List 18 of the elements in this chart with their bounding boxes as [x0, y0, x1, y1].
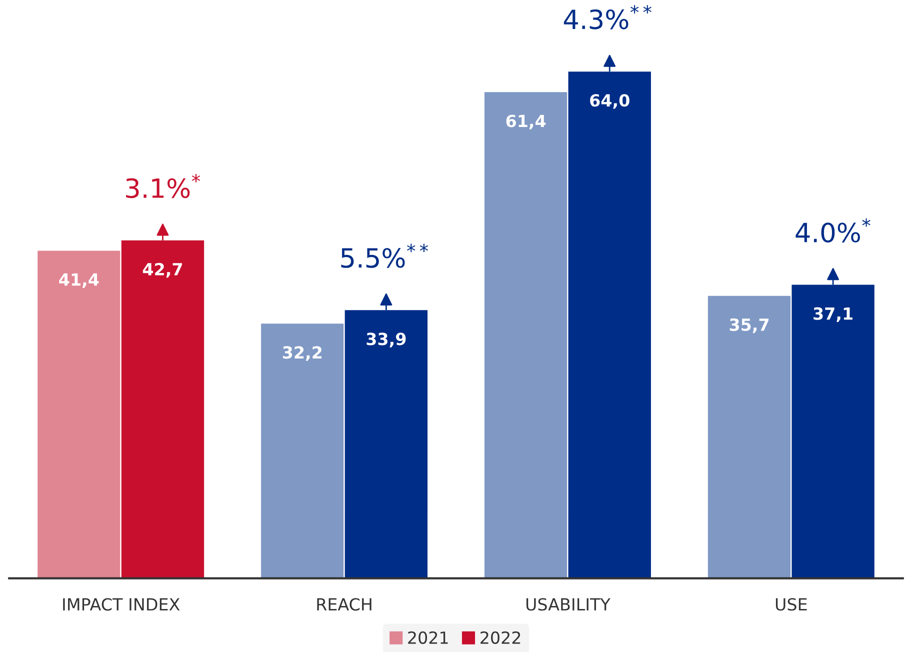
data-label: 64,0 — [590, 94, 630, 109]
annotation: 4.3%$^{**}$ — [564, 5, 652, 30]
x-tick-label: USE — [776, 598, 807, 611]
data-label: 37,1 — [814, 307, 852, 322]
data-label: 33,9 — [366, 332, 406, 348]
annotation: 4.0%$^{*}$ — [796, 218, 870, 243]
annotation: 5.5%$^{**}$ — [341, 244, 428, 268]
data-label: 32,2 — [282, 346, 322, 361]
data-label: 42,7 — [142, 262, 182, 278]
legend-label: 2021 — [408, 631, 448, 644]
data-label: 41,4 — [59, 273, 99, 288]
data-label: 61,4 — [506, 114, 546, 130]
x-tick-label: REACH — [317, 598, 372, 611]
annotation: 3.1%$^{*}$ — [126, 174, 200, 198]
data-label: 35,7 — [730, 318, 768, 334]
x-tick-label: IMPACT INDEX — [63, 598, 180, 611]
x-tick-label: USABILITY — [526, 598, 610, 611]
legend-label: 2022 — [480, 631, 520, 644]
